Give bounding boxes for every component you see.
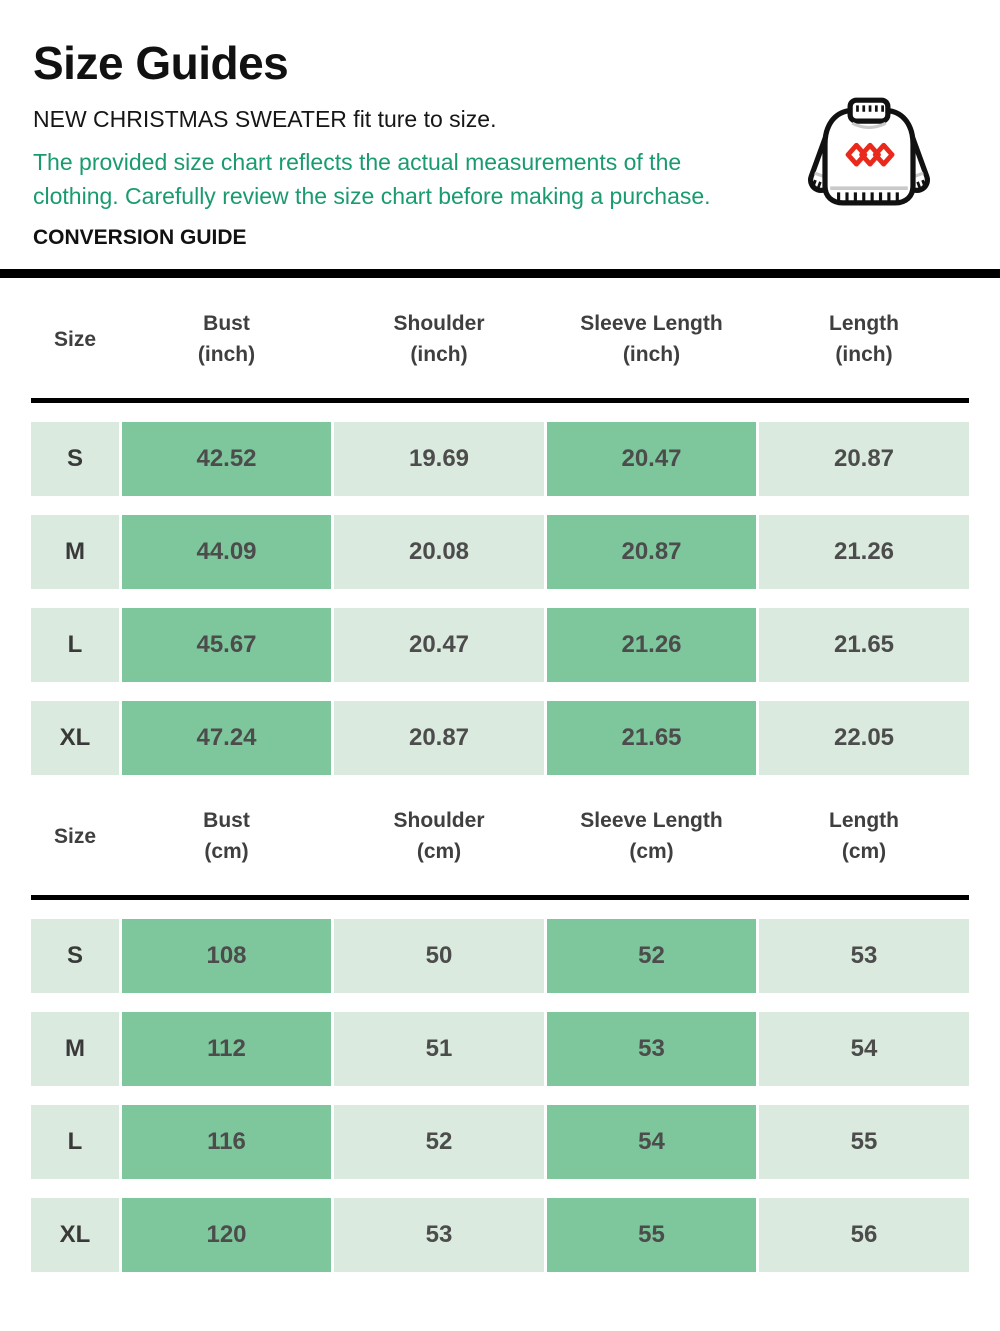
length-cell: 56: [759, 1198, 969, 1272]
bust-cell: 44.09: [122, 515, 331, 589]
length-cell: 54: [759, 1012, 969, 1086]
size-cell: L: [31, 1105, 119, 1179]
column-header-sleeve-length: Sleeve Length (cm): [580, 809, 723, 863]
size-chart-description: The provided size chart reflects the act…: [33, 149, 711, 209]
table-header-row: Size Bust (inch) Shoulder (inch) Sleeve …: [31, 278, 969, 398]
shoulder-cell: 20.87: [334, 701, 544, 775]
column-header-size: Size: [53, 824, 97, 848]
bust-cell: 112: [122, 1012, 331, 1086]
sleeve-length-cell: 55: [547, 1198, 756, 1272]
bust-cell: 116: [122, 1105, 331, 1179]
size-table-cm: Size Bust (cm) Shoulder (cm) Sleeve Leng…: [31, 775, 969, 1272]
shoulder-cell: 53: [334, 1198, 544, 1272]
length-cell: 21.65: [759, 608, 969, 682]
bust-cell: 108: [122, 919, 331, 993]
table-row-xl: XL 47.24 20.87 21.65 22.05: [31, 701, 969, 775]
column-header-length: Length (cm): [829, 809, 899, 863]
size-cell: XL: [31, 701, 119, 775]
length-cell: 21.26: [759, 515, 969, 589]
length-cell: 22.05: [759, 701, 969, 775]
table-row-s: S 108 50 52 53: [31, 919, 969, 993]
size-cell: XL: [31, 1198, 119, 1272]
table-row-l: L 45.67 20.47 21.26 21.65: [31, 608, 969, 682]
table-divider: [31, 895, 969, 900]
table-row-xl: XL 120 53 55 56: [31, 1198, 969, 1272]
column-header-size: Size: [53, 327, 97, 351]
column-header-shoulder: Shoulder (cm): [393, 809, 485, 863]
length-cell: 53: [759, 919, 969, 993]
table-row-l: L 116 52 54 55: [31, 1105, 969, 1179]
shoulder-cell: 20.08: [334, 515, 544, 589]
size-cell: M: [31, 515, 119, 589]
bust-cell: 47.24: [122, 701, 331, 775]
table-row-s: S 42.52 19.69 20.47 20.87: [31, 422, 969, 496]
sleeve-length-cell: 52: [547, 919, 756, 993]
bust-cell: 42.52: [122, 422, 331, 496]
sleeve-length-cell: 21.65: [547, 701, 756, 775]
page-title: Size Guides: [33, 37, 289, 89]
table-divider: [31, 398, 969, 403]
size-cell: S: [31, 422, 119, 496]
sleeve-length-cell: 20.87: [547, 515, 756, 589]
column-header-bust: Bust (cm): [203, 809, 250, 863]
column-header-length: Length (inch): [829, 312, 899, 366]
size-cell: M: [31, 1012, 119, 1086]
length-cell: 55: [759, 1105, 969, 1179]
table-body: S 42.52 19.69 20.47 20.87 M 44.09 20.08 …: [31, 403, 969, 775]
fit-subtitle: NEW CHRISTMAS SWEATER fit ture to size.: [33, 106, 497, 132]
conversion-guide-label: CONVERSION GUIDE: [33, 226, 247, 249]
length-cell: 20.87: [759, 422, 969, 496]
christmas-sweater-icon: [800, 96, 938, 228]
sleeve-length-cell: 53: [547, 1012, 756, 1086]
column-header-shoulder: Shoulder (inch): [393, 312, 485, 366]
bust-cell: 120: [122, 1198, 331, 1272]
column-header-bust: Bust (inch): [197, 312, 256, 366]
sleeve-length-cell: 20.47: [547, 422, 756, 496]
size-table-inch: Size Bust (inch) Shoulder (inch) Sleeve …: [31, 278, 969, 775]
shoulder-cell: 50: [334, 919, 544, 993]
shoulder-cell: 52: [334, 1105, 544, 1179]
table-header-row: Size Bust (cm) Shoulder (cm) Sleeve Leng…: [31, 775, 969, 895]
table-body: S 108 50 52 53 M 112 51 53 54 L 116 52 5…: [31, 900, 969, 1272]
bust-cell: 45.67: [122, 608, 331, 682]
size-cell: S: [31, 919, 119, 993]
page-header: Size Guides NEW CHRISTMAS SWEATER fit tu…: [0, 0, 1000, 250]
table-row-m: M 44.09 20.08 20.87 21.26: [31, 515, 969, 589]
shoulder-cell: 20.47: [334, 608, 544, 682]
size-cell: L: [31, 608, 119, 682]
section-separator-bar: [0, 269, 1000, 278]
column-header-sleeve-length: Sleeve Length (inch): [580, 312, 723, 366]
sleeve-length-cell: 21.26: [547, 608, 756, 682]
sleeve-length-cell: 54: [547, 1105, 756, 1179]
shoulder-cell: 19.69: [334, 422, 544, 496]
shoulder-cell: 51: [334, 1012, 544, 1086]
table-row-m: M 112 51 53 54: [31, 1012, 969, 1086]
